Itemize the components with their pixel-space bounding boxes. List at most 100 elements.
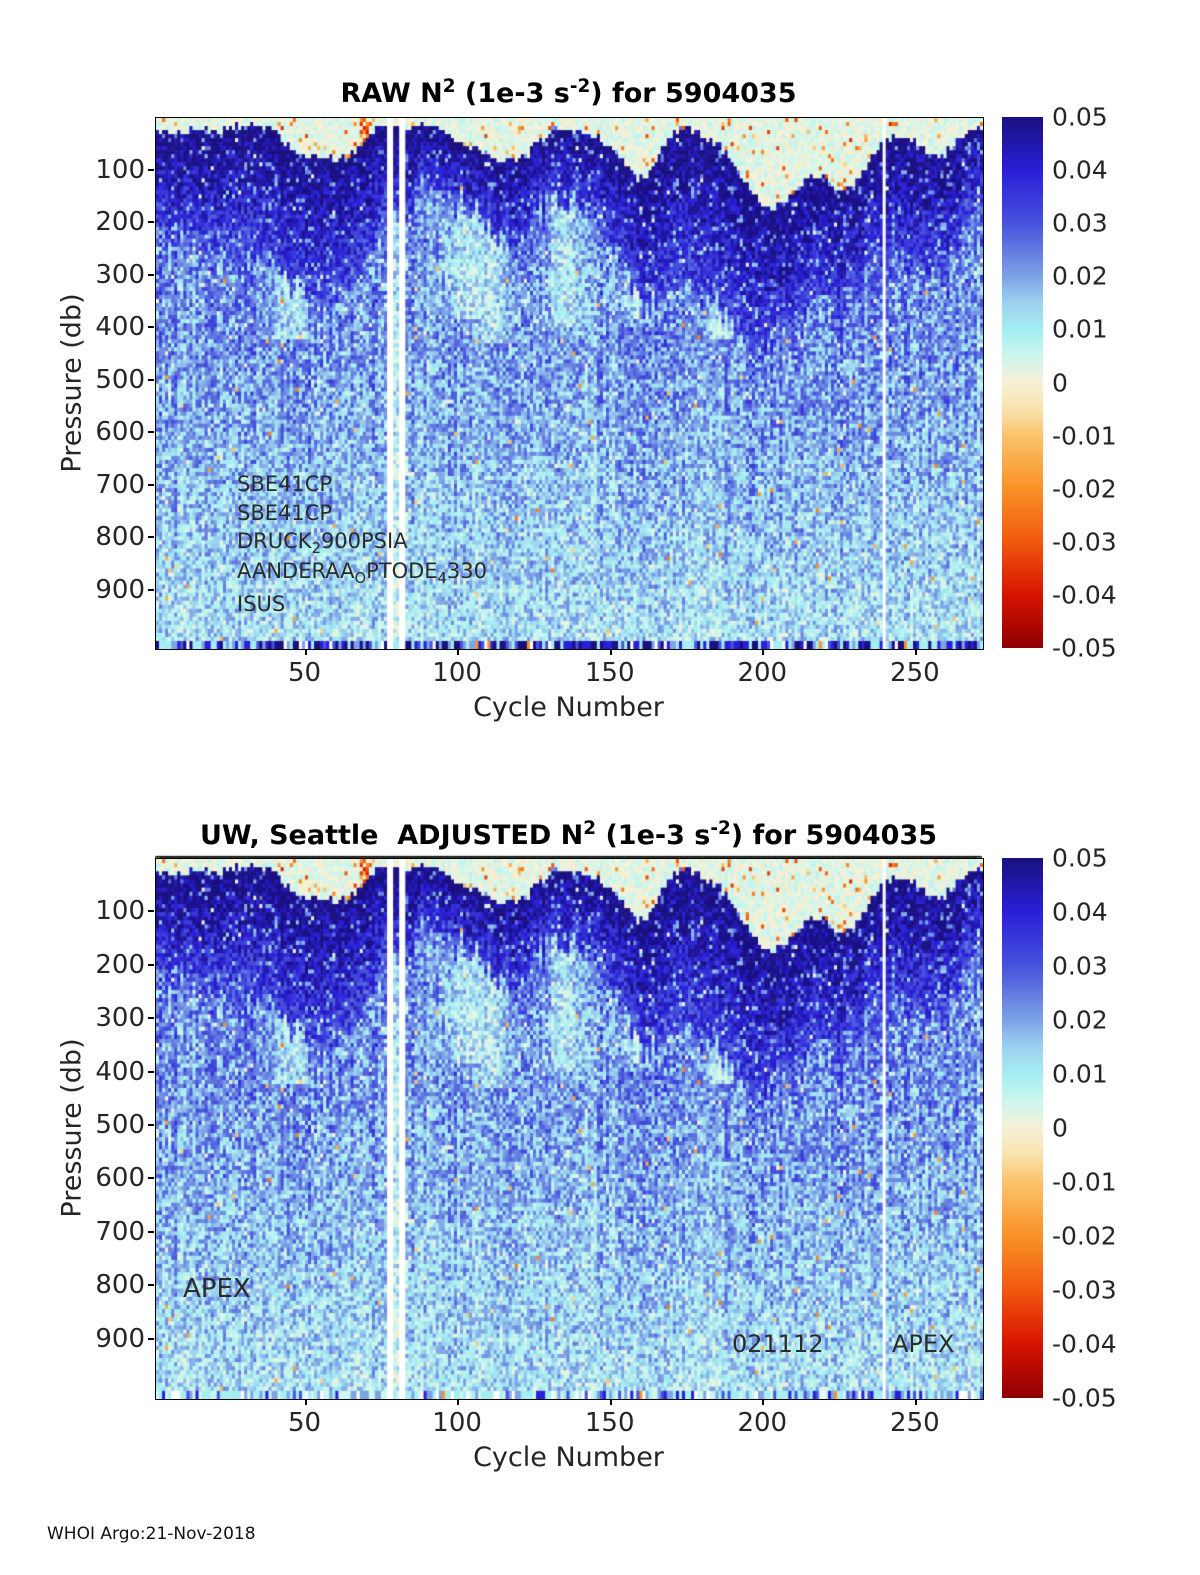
y-tickmark	[148, 910, 154, 913]
adjusted-xaxis-label: Cycle Number	[473, 1442, 664, 1473]
text-run: ISUS	[237, 592, 286, 616]
y-tick-label: 300	[95, 1003, 145, 1034]
colorbar-tick-label: 0.03	[1052, 951, 1108, 981]
adjusted-yaxis-label: Pressure (db)	[56, 1038, 88, 1218]
y-tick-label: 400	[95, 312, 145, 343]
colorbar-tick-label: -0.05	[1052, 633, 1117, 663]
colorbar-tick-label: 0.05	[1052, 843, 1108, 873]
colorbar-tick-label: 0.04	[1052, 897, 1108, 927]
adjusted-chart-title: UW, Seattle ADJUSTED N2 (1e-3 s-2) for 5…	[155, 818, 982, 851]
text-run: PTODE	[366, 559, 438, 583]
x-tickmark	[609, 1399, 612, 1405]
annotation-raw-3: AANDERAAOPTODE4330	[237, 561, 487, 587]
raw-yaxis-label: Pressure (db)	[56, 293, 88, 473]
adjusted-heatmap-canvas	[156, 859, 983, 1399]
colorbar-tick-label: -0.01	[1052, 1167, 1117, 1197]
y-tick-label: 900	[95, 1323, 145, 1354]
x-tickmark	[304, 1399, 307, 1405]
text-run: DRUCK	[237, 529, 312, 553]
annotation-adjusted-2: APEX	[892, 1332, 955, 1356]
y-tickmark	[148, 1070, 154, 1073]
raw-colorbar	[1002, 117, 1043, 648]
x-tick-label: 50	[287, 1408, 322, 1438]
text-run: RAW N	[340, 78, 443, 109]
subscript: 4	[437, 570, 447, 588]
text-run: ) for 5904035	[730, 820, 938, 851]
y-tickmark	[148, 1124, 154, 1127]
x-tickmark	[762, 1399, 765, 1405]
colorbar-tick-label: 0.01	[1052, 314, 1108, 344]
footer-credit: WHOI Argo:21-Nov-2018	[47, 1524, 256, 1544]
colorbar-tick-label: -0.05	[1052, 1383, 1117, 1413]
y-tick-label: 800	[95, 1270, 145, 1301]
y-tickmark	[148, 588, 154, 591]
x-tickmark	[609, 649, 612, 655]
y-tick-label: 100	[95, 896, 145, 927]
text-run: 900PSIA	[320, 529, 408, 553]
colorbar-tick-label: -0.01	[1052, 421, 1117, 451]
colorbar-tick-label: 0	[1052, 368, 1068, 397]
x-tick-label: 100	[432, 658, 482, 688]
colorbar-tick-label: 0.05	[1052, 102, 1108, 132]
x-tickmark	[762, 649, 765, 655]
y-tickmark	[148, 431, 154, 434]
y-tickmark	[148, 963, 154, 966]
x-tick-label: 250	[890, 1408, 940, 1438]
y-tick-label: 800	[95, 522, 145, 553]
y-tickmark	[148, 1337, 154, 1340]
adjusted-heatmap-plot	[155, 858, 984, 1400]
text-run: AANDERAA	[237, 559, 355, 583]
x-tickmark	[914, 1399, 917, 1405]
colorbar-tick-label: 0.02	[1052, 1005, 1108, 1035]
x-tickmark	[304, 649, 307, 655]
x-tick-label: 200	[737, 1408, 788, 1438]
text-run: (1e-3 s	[596, 820, 711, 851]
y-tick-label: 200	[95, 949, 145, 980]
y-tickmark	[148, 326, 154, 329]
subscript: O	[354, 570, 367, 588]
y-tick-label: 600	[95, 417, 145, 448]
y-tick-label: 700	[95, 1216, 145, 1247]
y-tick-label: 400	[95, 1056, 145, 1087]
raw-heatmap-plot	[155, 117, 984, 650]
text-run: 021112	[732, 1330, 824, 1358]
text-run: UW, Seattle ADJUSTED N	[199, 820, 584, 851]
y-tickmark	[148, 1017, 154, 1020]
y-tick-label: 500	[95, 364, 145, 395]
x-tick-label: 250	[890, 658, 940, 688]
text-run: SBE41CP	[237, 501, 333, 525]
y-tick-label: 300	[95, 259, 145, 290]
raw-xaxis-label: Cycle Number	[473, 692, 664, 723]
colorbar-tick-label: 0.04	[1052, 155, 1108, 185]
y-tick-label: 100	[95, 154, 145, 185]
x-tick-label: 50	[287, 658, 322, 688]
y-tick-label: 600	[95, 1163, 145, 1194]
colorbar-tick-label: -0.04	[1052, 1329, 1117, 1359]
y-tickmark	[148, 1230, 154, 1233]
x-tick-label: 150	[584, 1408, 635, 1438]
y-tickmark	[148, 483, 154, 486]
y-tick-label: 900	[95, 574, 145, 605]
y-tick-label: 200	[95, 207, 145, 238]
raw-heatmap-canvas	[156, 118, 983, 649]
x-tickmark	[457, 1399, 460, 1405]
y-tickmark	[148, 273, 154, 276]
y-tickmark	[148, 168, 154, 171]
superscript: 2	[583, 818, 597, 839]
y-tick-label: 500	[95, 1110, 145, 1141]
raw-colorbar-canvas	[1002, 117, 1043, 648]
text-run: APEX	[892, 1330, 955, 1358]
superscript: -2	[569, 76, 591, 97]
x-tickmark	[457, 649, 460, 655]
colorbar-tick-label: -0.02	[1052, 1221, 1117, 1251]
annotation-raw-4: ISUS	[237, 594, 285, 615]
x-tick-label: 100	[432, 1408, 482, 1438]
y-tickmark	[148, 1177, 154, 1180]
y-tickmark	[148, 378, 154, 381]
colorbar-tick-label: 0	[1052, 1113, 1068, 1143]
colorbar-tick-label: -0.03	[1052, 1275, 1117, 1305]
colorbar-tick-label: 0.01	[1052, 1059, 1108, 1089]
x-tick-label: 200	[737, 658, 788, 688]
colorbar-tick-label: 0.02	[1052, 261, 1108, 291]
